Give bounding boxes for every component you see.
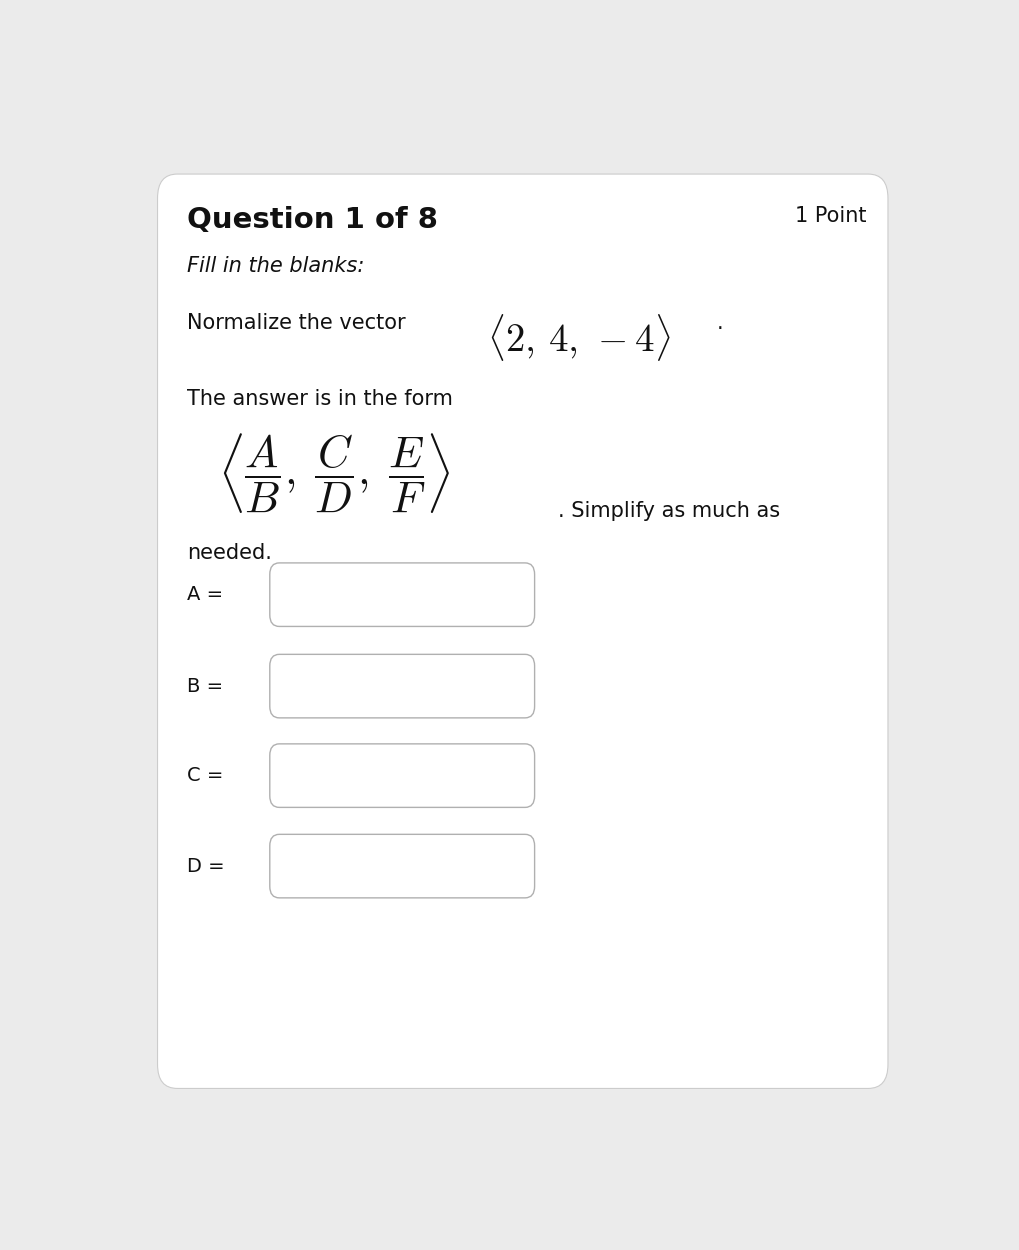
Text: Fill in the blanks:: Fill in the blanks: <box>186 256 364 276</box>
Text: Normalize the vector: Normalize the vector <box>186 314 405 334</box>
Text: C =: C = <box>186 766 223 785</box>
Text: B =: B = <box>186 676 223 695</box>
Text: $\left\langle \dfrac{A}{B},\; \dfrac{C}{D},\; \dfrac{E}{F} \right\rangle$: $\left\langle \dfrac{A}{B},\; \dfrac{C}{… <box>218 431 450 515</box>
Text: . Simplify as much as: . Simplify as much as <box>557 501 780 521</box>
FancyBboxPatch shape <box>269 834 534 897</box>
FancyBboxPatch shape <box>269 744 534 808</box>
Text: .: . <box>715 314 722 334</box>
Text: $\langle 2,\, 4,\, -4 \rangle$: $\langle 2,\, 4,\, -4 \rangle$ <box>487 311 671 362</box>
FancyBboxPatch shape <box>157 174 888 1089</box>
FancyBboxPatch shape <box>269 654 534 717</box>
Text: needed.: needed. <box>186 542 271 562</box>
Text: The answer is in the form: The answer is in the form <box>186 389 452 409</box>
Text: 1 Point: 1 Point <box>795 206 866 226</box>
Text: A =: A = <box>186 585 223 604</box>
Text: D =: D = <box>186 856 224 875</box>
FancyBboxPatch shape <box>269 562 534 626</box>
Text: Question 1 of 8: Question 1 of 8 <box>186 206 437 234</box>
